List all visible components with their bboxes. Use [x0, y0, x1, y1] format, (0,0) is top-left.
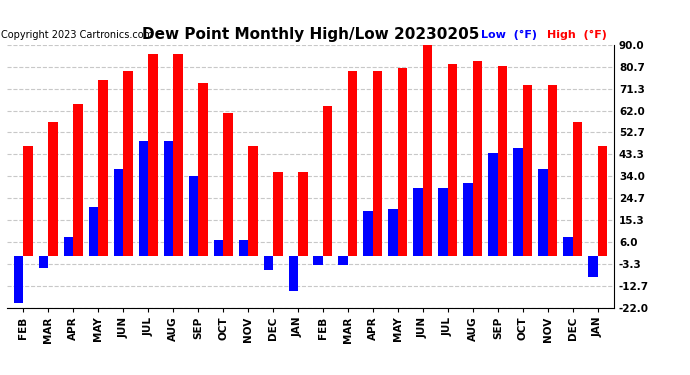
Bar: [248, 146, 257, 256]
Bar: [98, 80, 108, 256]
Bar: [213, 240, 223, 256]
Bar: [148, 54, 157, 256]
Bar: [373, 71, 382, 256]
Bar: [388, 209, 398, 256]
Bar: [114, 169, 123, 256]
Bar: [39, 256, 48, 268]
Bar: [348, 71, 357, 256]
Bar: [498, 66, 507, 256]
Bar: [63, 237, 73, 256]
Bar: [88, 207, 98, 256]
Bar: [573, 122, 582, 256]
Bar: [538, 169, 548, 256]
Bar: [264, 256, 273, 270]
Bar: [448, 64, 457, 256]
Bar: [23, 146, 32, 256]
Bar: [164, 141, 173, 256]
Bar: [313, 256, 323, 266]
Bar: [398, 68, 408, 256]
Bar: [298, 172, 308, 256]
Bar: [489, 153, 498, 256]
Bar: [223, 113, 233, 256]
Bar: [438, 188, 448, 256]
Bar: [73, 104, 83, 256]
Bar: [14, 256, 23, 303]
Text: High  (°F): High (°F): [547, 30, 607, 40]
Bar: [563, 237, 573, 256]
Bar: [173, 54, 183, 256]
Bar: [198, 82, 208, 256]
Bar: [523, 85, 533, 256]
Bar: [188, 176, 198, 256]
Bar: [273, 172, 282, 256]
Bar: [364, 211, 373, 256]
Bar: [339, 256, 348, 266]
Bar: [123, 71, 132, 256]
Bar: [513, 148, 523, 256]
Text: Copyright 2023 Cartronics.com: Copyright 2023 Cartronics.com: [1, 30, 153, 40]
Title: Dew Point Monthly High/Low 20230205: Dew Point Monthly High/Low 20230205: [142, 27, 479, 42]
Text: Low  (°F): Low (°F): [480, 30, 537, 40]
Bar: [139, 141, 148, 256]
Bar: [589, 256, 598, 277]
Bar: [473, 62, 482, 256]
Bar: [413, 188, 423, 256]
Bar: [598, 146, 607, 256]
Bar: [548, 85, 558, 256]
Bar: [48, 122, 58, 256]
Bar: [464, 183, 473, 256]
Bar: [323, 106, 333, 256]
Bar: [288, 256, 298, 291]
Bar: [423, 43, 433, 256]
Bar: [239, 240, 248, 256]
